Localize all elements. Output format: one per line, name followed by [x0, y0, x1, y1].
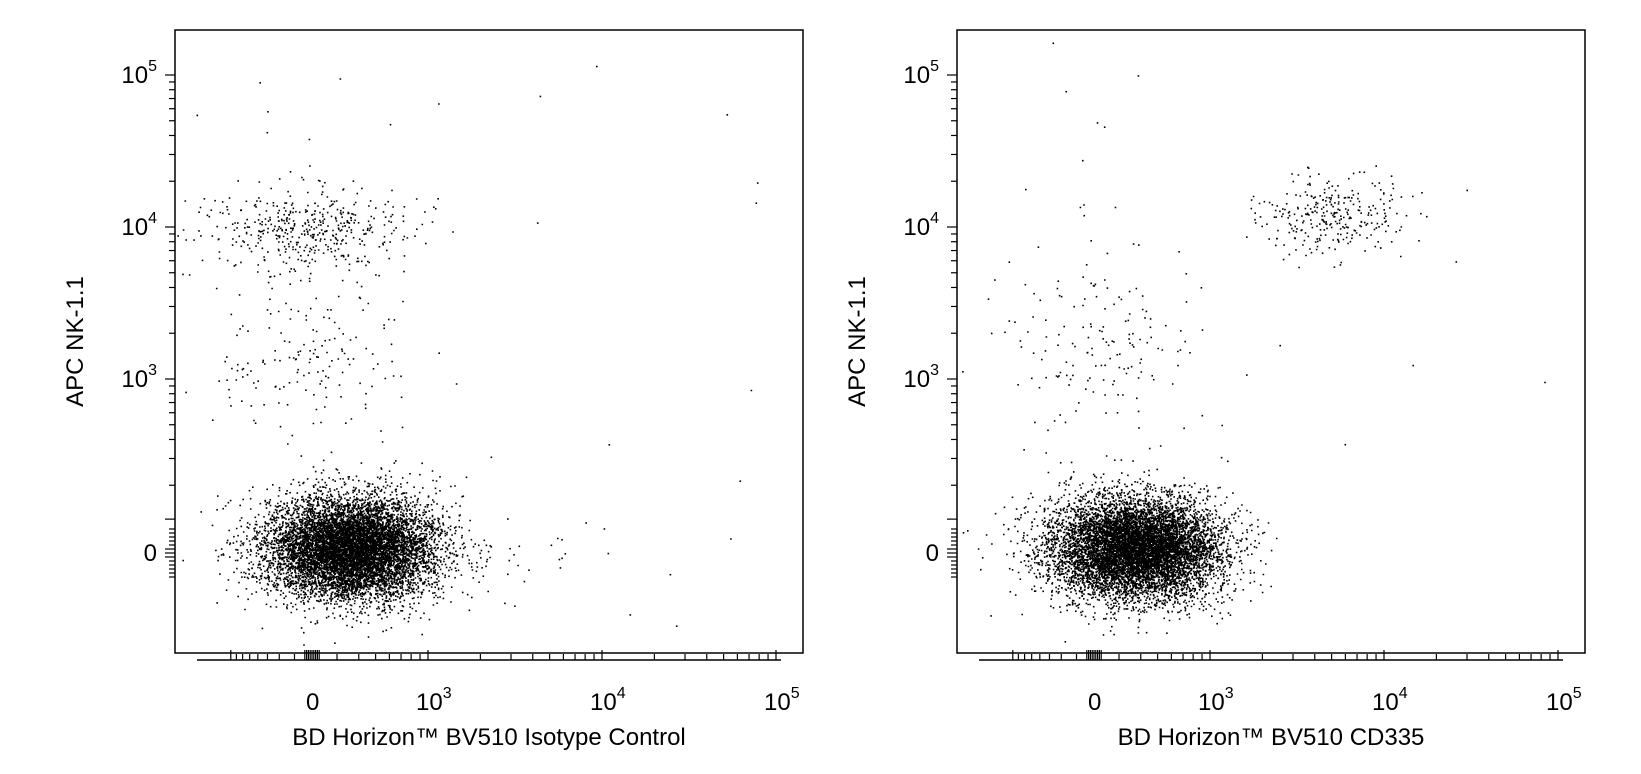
- population-nk1.1-intermediate: [962, 206, 1281, 474]
- y-tick-label: 103: [903, 362, 939, 393]
- x-tick-label: 103: [1198, 685, 1234, 716]
- y-tick-label: 0: [144, 540, 157, 567]
- data-points: [196, 65, 759, 638]
- dots-layer: [962, 42, 1546, 643]
- x-tick-label: 0: [306, 689, 319, 716]
- population-nk1.1-intermediate: [182, 214, 458, 470]
- data-points: [1246, 165, 1458, 269]
- x-tick-label: 103: [416, 685, 452, 716]
- population-cd335-nk1.1-double-positive: [1246, 165, 1458, 269]
- data-points: [182, 443, 506, 646]
- y-tick-label: 105: [121, 58, 157, 89]
- scatter-plot-isotype-control: 0 103 104 105 0 103 104 105 BD Horizon™ BV510 Is…: [62, 29, 804, 751]
- data-points: [448, 502, 732, 607]
- x-axis-title: BD Horizon™ BV510 CD335: [1118, 724, 1425, 751]
- plot-frame: [956, 29, 1586, 654]
- x-tick-label: 104: [590, 685, 626, 716]
- y-tick-label: 0: [926, 540, 939, 567]
- y-tick-label: 104: [121, 210, 157, 241]
- x-tick-label: 104: [1372, 685, 1408, 716]
- population-nk1.1-positive: [177, 165, 454, 282]
- y-axis-ticks: [165, 74, 175, 578]
- population-bv510-bright: [448, 502, 732, 607]
- data-points: [962, 206, 1281, 474]
- population-main: [182, 443, 506, 646]
- y-tick-label: 104: [903, 210, 939, 241]
- data-points: [962, 42, 1546, 643]
- population-outliers: [196, 65, 759, 638]
- x-tick-label: 105: [1546, 685, 1582, 716]
- data-points: [177, 165, 454, 282]
- x-axis-ticks: [230, 650, 777, 660]
- x-tick-label: 0: [1088, 689, 1101, 716]
- dots-layer: [177, 65, 759, 646]
- x-axis-title: BD Horizon™ BV510 Isotype Control: [292, 724, 686, 751]
- y-axis-ticks: [947, 74, 957, 578]
- data-points: [967, 445, 1278, 636]
- x-tick-label: 105: [764, 685, 800, 716]
- y-tick-label: 103: [121, 362, 157, 393]
- y-axis-title: APC NK-1.1: [844, 276, 871, 407]
- data-points: [182, 214, 458, 470]
- population-main: [967, 445, 1278, 636]
- y-tick-label: 105: [903, 58, 939, 89]
- population-outliers: [962, 42, 1546, 643]
- y-axis-title: APC NK-1.1: [62, 276, 89, 407]
- plot-frame: [174, 29, 804, 654]
- x-axis-ticks: [1012, 650, 1559, 660]
- scatter-plot-cd335: 0 103 104 105 0 103 104 105 BD Horizon™ BV510 CD…: [844, 29, 1586, 751]
